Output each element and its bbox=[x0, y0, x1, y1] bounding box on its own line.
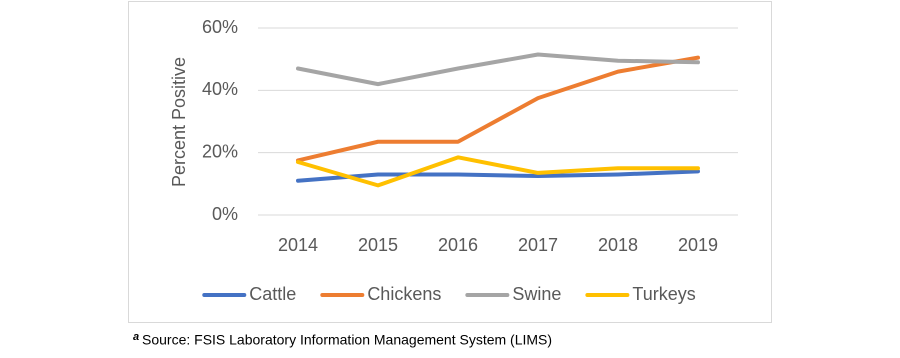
x-tick-label: 2018 bbox=[598, 235, 638, 255]
y-axis-label: Percent Positive bbox=[169, 57, 189, 187]
legend-label: Chickens bbox=[367, 284, 441, 304]
series-line bbox=[296, 52, 700, 87]
legend-label: Turkeys bbox=[632, 284, 695, 304]
x-tick-label: 2015 bbox=[358, 235, 398, 255]
y-tick-label: 0% bbox=[212, 204, 238, 224]
legend-label: Swine bbox=[512, 284, 561, 304]
series-line bbox=[296, 169, 700, 183]
x-tick-label: 2019 bbox=[678, 235, 718, 255]
legend-label: Cattle bbox=[249, 284, 296, 304]
x-tick-label: 2014 bbox=[278, 235, 318, 255]
y-tick-label: 40% bbox=[202, 79, 238, 99]
y-tick-label: 20% bbox=[202, 141, 238, 161]
x-tick-label: 2017 bbox=[518, 235, 558, 255]
y-tick-label: 60% bbox=[202, 17, 238, 37]
footnote: Source: FSIS Laboratory Information Mana… bbox=[142, 332, 552, 348]
series-line bbox=[296, 155, 700, 188]
footnote-marker: a bbox=[133, 331, 139, 343]
x-tick-label: 2016 bbox=[438, 235, 478, 255]
series-line bbox=[296, 55, 700, 163]
